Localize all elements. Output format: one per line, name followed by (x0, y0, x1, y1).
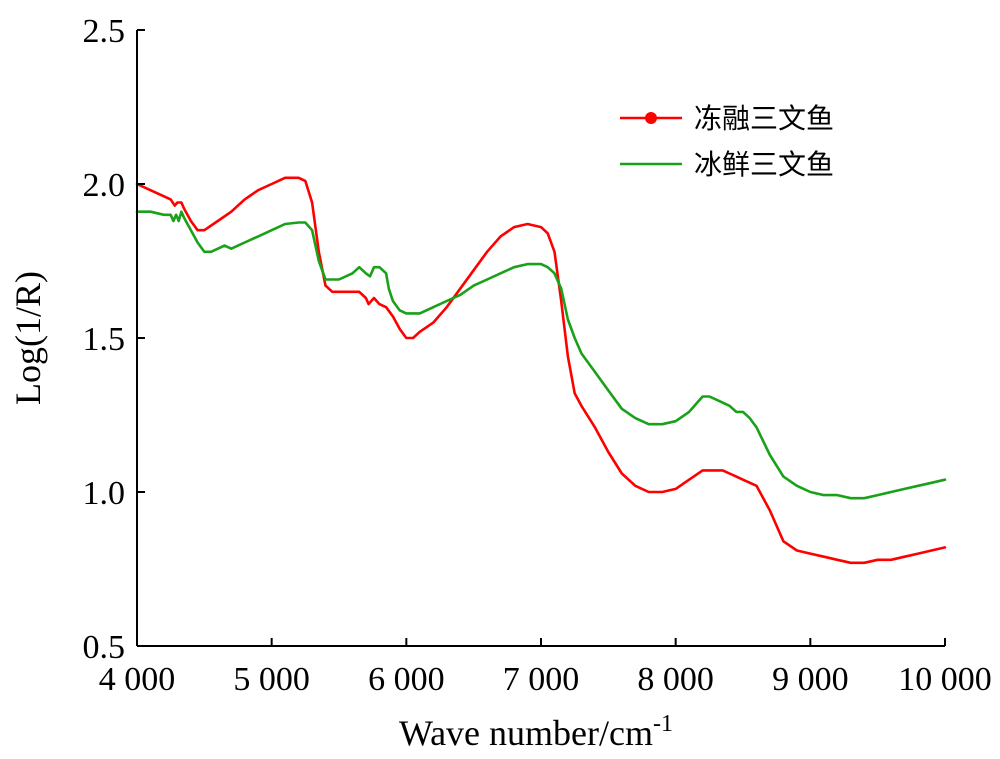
x-tick-label: 4 000 (99, 661, 176, 698)
x-tick-label: 8 000 (637, 661, 714, 698)
x-axis-ticks: 4 000 5 000 6 000 7 000 8 000 9 000 10 000 (99, 638, 992, 698)
y-tick-label: 1.0 (83, 475, 126, 512)
x-tick-label: 9 000 (772, 661, 849, 698)
y-tick-label: 2.0 (83, 167, 126, 204)
y-tick-label: 0.5 (83, 629, 126, 666)
x-tick-label: 10 000 (898, 661, 992, 698)
plot-area: 4 000 5 000 6 000 7 000 8 000 9 000 10 000 0.5… (83, 13, 992, 698)
y-axis-ticks: 0.5 1.0 1.5 2.0 2.5 (83, 13, 145, 666)
x-tick-label: 6 000 (368, 661, 445, 698)
x-tick-label: 7 000 (503, 661, 580, 698)
legend-marker-1 (645, 112, 657, 124)
x-tick-label: 5 000 (233, 661, 310, 698)
series-line-2 (135, 210, 947, 500)
legend-label-2: 冰鲜三文鱼 (694, 148, 834, 181)
x-axis-title: Wave number/cm-1 (399, 711, 673, 753)
y-axis-title: Log(1/R) (8, 271, 48, 405)
y-tick-label: 1.5 (83, 321, 126, 358)
y-tick-label: 2.5 (83, 13, 126, 50)
series-line-1 (135, 176, 947, 565)
legend-label-1: 冻融三文鱼 (694, 102, 834, 135)
x-axis-title-superscript: -1 (653, 711, 673, 737)
series-layer (135, 176, 947, 565)
